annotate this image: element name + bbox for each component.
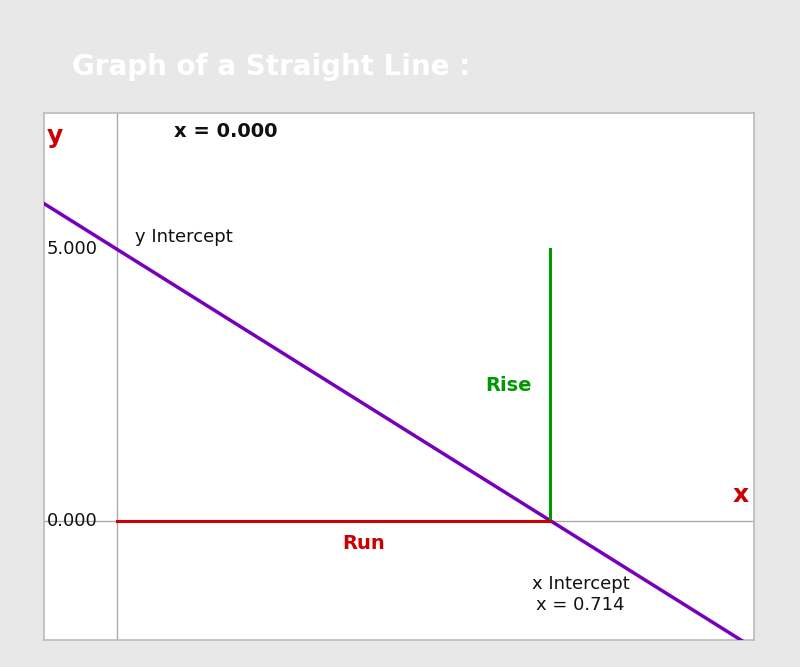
Text: x = 0.000: x = 0.000 <box>174 121 278 141</box>
Text: y Intercept: y Intercept <box>135 229 233 247</box>
Text: 0.000: 0.000 <box>47 512 98 530</box>
Text: x Intercept
x = 0.714: x Intercept x = 0.714 <box>532 575 630 614</box>
Text: Rise: Rise <box>486 376 532 394</box>
Text: y: y <box>47 124 63 148</box>
Text: 5.000: 5.000 <box>47 240 98 258</box>
Text: Run: Run <box>342 534 386 554</box>
Text: Graph of a Straight Line :: Graph of a Straight Line : <box>73 53 470 81</box>
Text: x: x <box>732 483 748 507</box>
